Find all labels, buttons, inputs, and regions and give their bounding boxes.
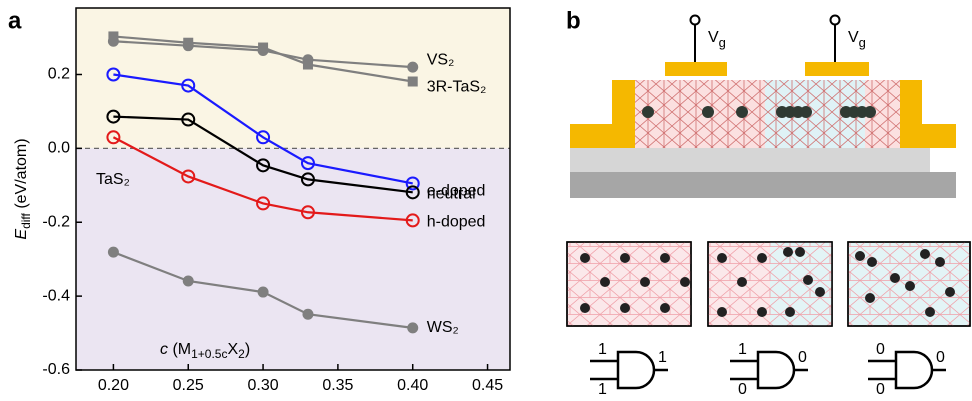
series-label: VS₂ [427, 51, 455, 68]
y-tick-label: 0.0 [48, 140, 70, 157]
negative-region [76, 148, 510, 370]
x-tick-label: 0.40 [397, 377, 428, 394]
x-tick-label: 0.20 [98, 377, 129, 394]
marker [405, 176, 420, 191]
gate-label: Vg [708, 29, 726, 50]
marker [302, 59, 313, 70]
and-gate [616, 350, 656, 390]
series-line [112, 136, 413, 222]
marker [302, 308, 314, 320]
contact [570, 80, 635, 148]
x-axis-label-part: 1+0.5c [191, 347, 227, 361]
marker [300, 172, 315, 187]
and-gate [894, 350, 934, 390]
marker [181, 112, 196, 127]
gate-output-label: 0 [798, 349, 807, 366]
x-tick-label: 0.25 [173, 377, 204, 394]
y-tick-label: 0.2 [48, 66, 70, 83]
gate-input-label: 0 [876, 381, 885, 398]
y-axis-label-part: (eV/atom) [13, 138, 30, 213]
lattice-atoms [580, 247, 955, 317]
gate-label: Vg [848, 29, 866, 50]
y-axis-label-part: E [13, 229, 30, 240]
gate-input-label: 1 [738, 341, 747, 358]
marker [300, 156, 315, 171]
y-tick-label: -0.2 [42, 213, 70, 230]
gate-electrode [665, 62, 727, 76]
x-axis-label-part: c [160, 341, 168, 358]
marker [108, 31, 119, 42]
marker [181, 169, 196, 184]
marker [405, 213, 420, 228]
marker [181, 78, 196, 93]
y-tick-label: -0.4 [42, 287, 70, 304]
marker [106, 130, 121, 145]
dielectric [570, 148, 930, 172]
panel-label: a [8, 7, 22, 34]
gate-input-label: 0 [738, 381, 747, 398]
terminal [689, 14, 701, 26]
marker [407, 76, 418, 87]
series-line [113, 73, 413, 185]
panel-label: b [566, 7, 581, 34]
marker [407, 61, 419, 73]
marker [256, 130, 271, 145]
series-line [113, 115, 413, 194]
series-label: h-doped [427, 214, 486, 231]
gate-electrode [805, 62, 869, 76]
y-axis-label-part: diff [19, 212, 33, 228]
series-label: 3R-TaS₂ [427, 79, 487, 96]
y-axis-label: Ediff (eV/atom) [13, 138, 33, 239]
device-diagram: Vg Vg [566, 14, 971, 398]
annotation: TaS₂ [96, 171, 130, 188]
terminal [829, 14, 841, 26]
substrate [570, 172, 956, 198]
x-axis-label-part: 2 [238, 347, 245, 361]
marker [405, 185, 420, 200]
gate-output-label: 1 [658, 349, 667, 366]
marker [258, 42, 269, 53]
marker [300, 205, 315, 220]
gate-input-label: 0 [876, 341, 885, 358]
positive-region [76, 8, 510, 149]
plot-frame [75, 7, 511, 371]
y-tick-label: -0.6 [42, 361, 70, 378]
marker [256, 196, 271, 211]
marker [182, 275, 194, 287]
x-axis-label-part: ) [245, 341, 250, 358]
chart: 0.20 0.25 0.30 0.35 0.40 0.45 0.2 0.0 -0.2 -0.4 -0… [13, 7, 511, 394]
marker [256, 158, 271, 173]
gate-input-label: 1 [598, 381, 607, 398]
x-tick-label: 0.35 [322, 377, 353, 394]
x-axis-label-part: (M [168, 341, 191, 358]
marker [107, 246, 119, 258]
marker [183, 37, 194, 48]
gate-input-label: 1 [598, 341, 607, 358]
marker [106, 109, 121, 124]
series-label: WS₂ [427, 319, 459, 336]
gate-output-label: 0 [936, 349, 945, 366]
atoms [642, 106, 876, 118]
and-gate [756, 350, 796, 390]
marker [257, 286, 269, 298]
x-axis-label-part: X [227, 341, 238, 358]
marker [106, 67, 121, 82]
x-tick-label: 0.45 [472, 377, 503, 394]
series-label: neutral [427, 186, 476, 203]
x-tick-label: 0.30 [247, 377, 278, 394]
marker [407, 322, 419, 334]
contact [900, 80, 956, 148]
x-axis-label: c (M1+0.5cX2) [160, 341, 250, 361]
series-label: e-doped [427, 183, 486, 200]
